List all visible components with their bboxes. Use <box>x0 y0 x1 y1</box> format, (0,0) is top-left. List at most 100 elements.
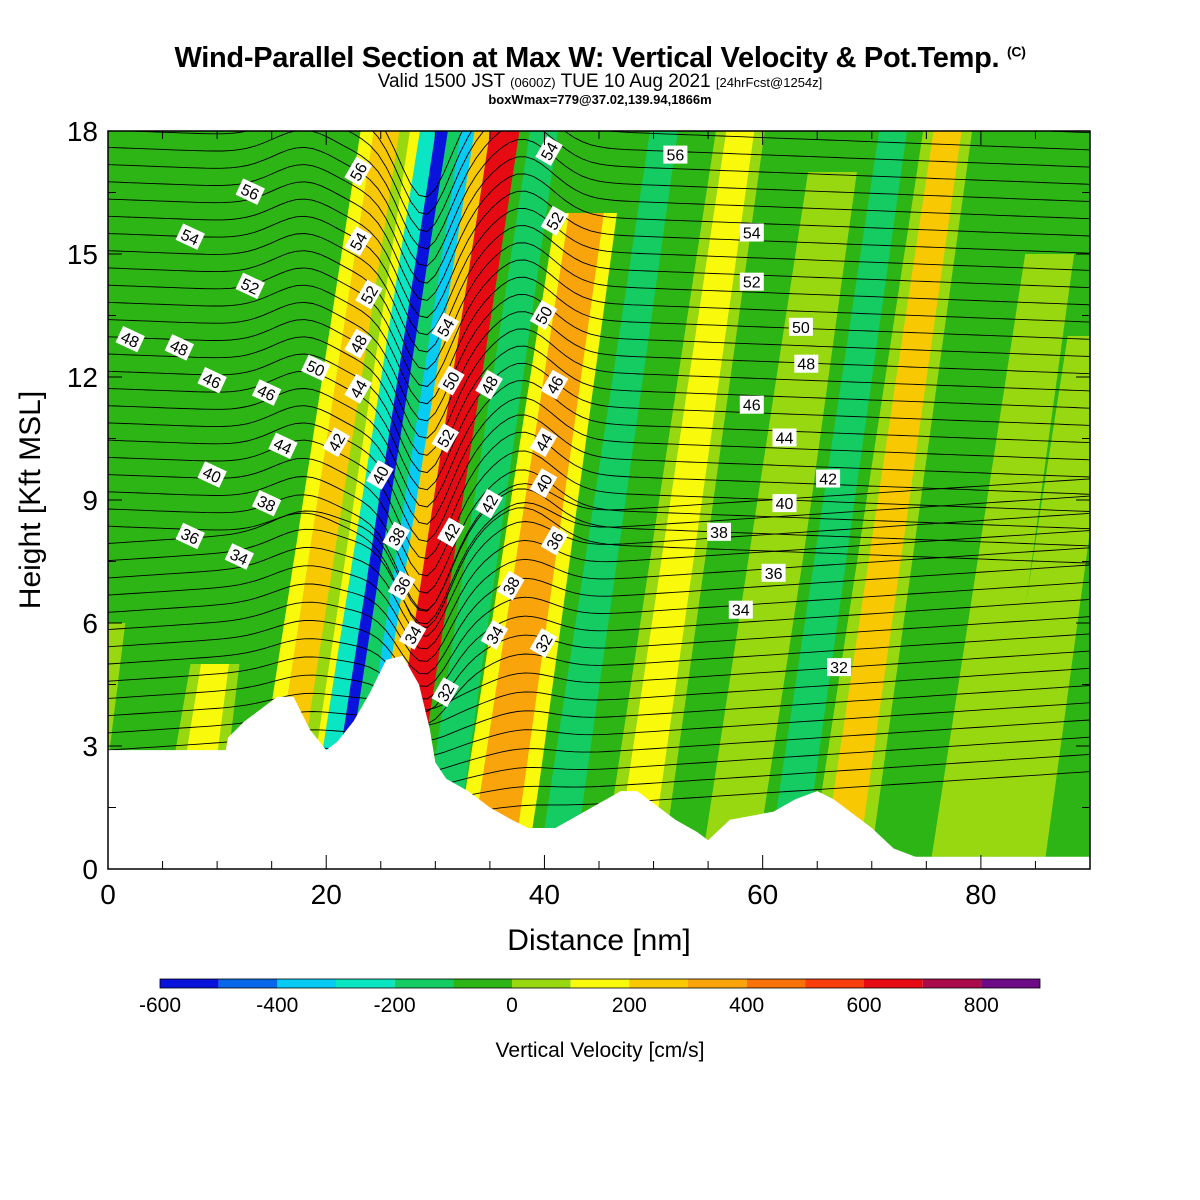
isentrope-label: 34 <box>480 619 509 650</box>
colorbar-segment <box>864 979 923 988</box>
isentrope-label-box <box>437 365 465 396</box>
isentrope-label-text: 34 <box>227 546 250 569</box>
isentrope-label-box <box>761 563 786 582</box>
isentrope-label-box <box>322 427 351 457</box>
isentrope-label-text: 48 <box>118 329 141 352</box>
isentrope-label: 52 <box>355 279 383 310</box>
isentrope-label: 54 <box>175 223 205 250</box>
isentrope-line <box>108 469 1090 594</box>
isentrope-label-box <box>480 619 509 650</box>
colorbar-segment <box>218 979 278 988</box>
isentrope-label: 38 <box>251 489 282 517</box>
valid-prefix: Valid 1500 JST <box>377 71 505 92</box>
isentrope-label-box <box>115 325 145 353</box>
chart-title: Wind-Parallel Section at Max W: Vertical… <box>0 42 1200 75</box>
isentrope-label-text: 44 <box>776 431 794 448</box>
isentrope-label-text: 38 <box>710 525 728 542</box>
isentrope-label-box <box>197 461 227 488</box>
isentrope-label-text: 42 <box>326 431 350 455</box>
x-axis-title: Distance [nm] <box>507 924 690 957</box>
isentrope-label: 44 <box>529 427 558 457</box>
isentrope-label-text: 42 <box>479 492 503 516</box>
isentrope-label-text: 54 <box>539 140 563 164</box>
isentrope-label-box <box>497 570 525 601</box>
isentrope-label: 42 <box>475 488 503 519</box>
colorbar-title: Vertical Velocity [cm/s] <box>496 1039 705 1062</box>
isentrope-label-text: 52 <box>359 283 383 307</box>
isentrope-label-box <box>431 677 460 708</box>
isentrope-label: 46 <box>540 369 569 400</box>
isentrope-label-box <box>816 469 841 488</box>
isentrope-label: 38 <box>707 522 731 542</box>
isentrope-label-box <box>794 354 819 373</box>
isentrope-label-text: 46 <box>200 370 223 393</box>
isentrope-label: 56 <box>235 178 265 205</box>
isentrope-label: 32 <box>431 677 460 708</box>
isentrope-label-box <box>344 156 372 187</box>
isentrope-label: 48 <box>115 325 145 353</box>
isentrope-line <box>108 478 1090 612</box>
isentrope-label-box <box>366 460 394 490</box>
isentrope-label-box <box>382 521 411 552</box>
isentrope-label-text: 38 <box>386 525 410 549</box>
isentrope-label-text: 46 <box>743 398 761 415</box>
velocity-band-outer <box>108 623 126 763</box>
isentrope-line <box>117 131 1090 232</box>
isentrope-label: 56 <box>663 145 688 165</box>
isentrope-label-text: 54 <box>178 227 201 250</box>
isentrope-label-box <box>224 543 255 570</box>
isentrope-label-box <box>437 517 465 548</box>
isentrope-label-text: 44 <box>348 378 372 402</box>
colorbar-tick-label: -200 <box>374 994 416 1017</box>
isentrope-label: 34 <box>728 600 753 620</box>
isentrope-line <box>108 547 1090 662</box>
isentrope-label-box <box>788 317 813 336</box>
isentrope-label-box <box>827 658 851 677</box>
isentrope-label: 36 <box>175 522 205 550</box>
isentrope-label-box <box>529 468 558 498</box>
isentrope-line <box>108 139 1090 267</box>
isentrope-label-box <box>344 328 372 359</box>
colorbar-segment <box>570 979 630 988</box>
isentrope-label-box <box>235 178 265 205</box>
isentrope-line <box>108 259 1090 387</box>
isentrope-label-text: 46 <box>544 373 568 397</box>
x-tick-label: 40 <box>529 879 560 910</box>
isentrope-label: 42 <box>322 427 351 457</box>
isentrope-label-box <box>398 619 427 650</box>
isentrope-label-box <box>301 354 331 382</box>
isentrope-label-box <box>475 488 503 519</box>
colorbar-tick-label: -400 <box>256 994 298 1017</box>
isentrope-line <box>108 581 1090 687</box>
colorbar-segment <box>277 979 336 988</box>
y-axis-title: Height [Kft MSL] <box>14 391 47 609</box>
isentrope-label-text: 34 <box>732 603 750 620</box>
isentrope-label-box <box>540 369 569 400</box>
y-tick-label: 0 <box>82 854 98 885</box>
isentrope-label: 38 <box>497 570 525 601</box>
terrain <box>108 655 1090 869</box>
isentrope-label-text: 56 <box>238 181 261 204</box>
isentrope-labels: 48 48 46 54 56 52 46 44 40 38 36 34 50 42 56 54 52 48 44 40… <box>115 136 851 708</box>
isentrope-label: 46 <box>197 366 227 394</box>
velocity-band-core <box>399 131 523 816</box>
isentrope-label: 40 <box>529 468 558 498</box>
isentrope-label-box <box>707 522 731 541</box>
isentrope-label-text: 54 <box>743 226 761 243</box>
isentrope-label-text: 32 <box>435 681 459 705</box>
isentrope-label: 46 <box>739 395 764 415</box>
isentrope-line <box>108 397 1090 525</box>
isentrope-line <box>108 190 1090 319</box>
isentrope-label-box <box>344 226 372 257</box>
isentrope-label: 50 <box>301 354 331 382</box>
colorbar: -600 -400 -200 0 200 400 600 800 <box>139 978 1041 1017</box>
isentrope-label-box <box>344 373 372 404</box>
velocity-band <box>823 131 962 857</box>
isentrope-label-text: 52 <box>435 427 459 451</box>
isentrope-label: 54 <box>535 136 563 166</box>
colorbar-segment <box>805 979 864 988</box>
velocity-band <box>769 131 907 857</box>
isentrope-label: 50 <box>788 317 813 337</box>
isentrope-label-box <box>175 522 205 550</box>
